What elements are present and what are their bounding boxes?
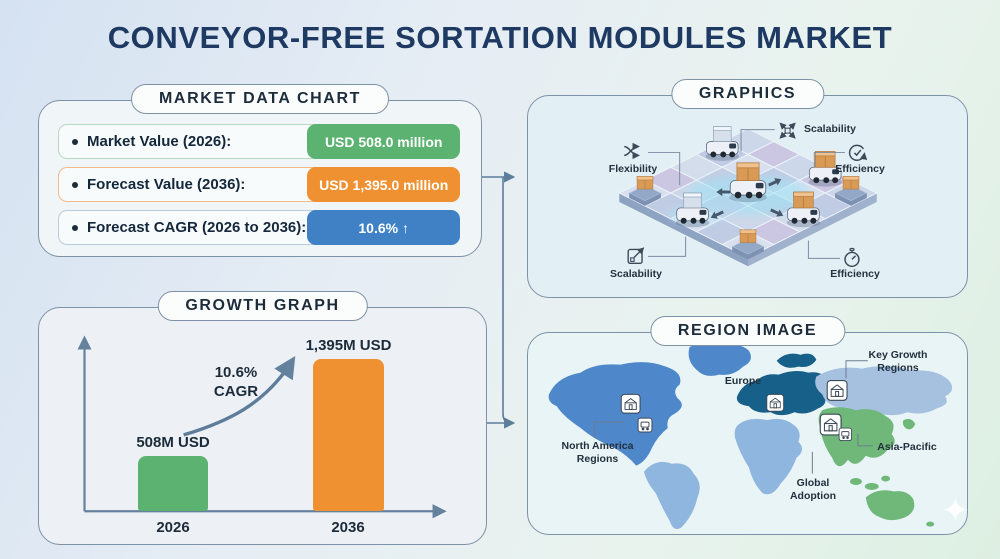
stopwatch-icon [844,247,860,268]
circular-arrow-icon [848,144,868,161]
platform-left-side [619,193,748,267]
bullet-icon [72,181,78,188]
market-value-badge: USD 508.0 million [307,123,461,160]
bar-2026 [138,456,208,511]
x-tick-2036: 2036 [331,519,365,536]
europe-label: Europe [724,375,762,387]
forklift-icon-asia [838,427,853,441]
map-greenland [688,343,751,376]
forecast-cagr-badge: 10.6% ↑ [307,209,461,246]
shuffle-arrows-icon [624,142,640,160]
market-data-panel-title: MARKET DATA CHART [131,84,389,114]
bar-value-label-2026: 508M USD [136,434,210,451]
x-tick-2026: 2026 [156,519,190,536]
bar-value-label-2036: 1,395M USD [305,337,392,354]
map-north-america [548,362,682,466]
callout-lines [647,129,846,259]
robot-cart-icon-north-america [637,417,653,433]
flow-arrows [710,178,784,219]
market-value-label: Market Value (2026): [87,133,232,150]
page-title: CONVEYOR-FREE SORTATION MODULES MARKET [107,20,893,55]
bar-group-2036: 1,395M USD [306,337,391,511]
callout-efficiency-right: Efficiency [835,163,885,175]
sortation-grid-illustration [618,122,878,268]
growth-graph-panel-title: GROWTH GRAPH [157,291,368,321]
map-island [881,475,891,482]
graphics-panel-title: GRAPHICS [670,79,825,109]
region-image-panel: REGION IMAGE [527,316,968,535]
callout-scalability-bottom: Scalability [610,268,662,280]
map-island [849,478,862,485]
map-europe [736,371,831,416]
world-map [548,343,953,530]
map-russia [815,366,953,416]
global-adoption-label: Global Adoption [789,477,837,503]
callout-scalability-top: Scalability [804,123,856,135]
asia-pacific-label: Asia-Pacific [877,441,937,453]
forecast-value-row: Forecast Value (2036): USD 1,395.0 milli… [58,166,461,203]
growth-graph-panel: GROWTH GRAPH 508M USD 1,395M USD [38,291,487,545]
region-image-panel-title: REGION IMAGE [649,316,846,346]
map-south-america [644,461,700,530]
cagr-growth-arrow [183,356,296,437]
callout-flexibility: Flexibility [608,163,658,175]
bullet-icon [72,224,78,231]
map-scandinavia [776,353,817,368]
map-callout-lines [594,360,873,474]
forecast-cagr-label: Forecast CAGR (2026 to 2036): [87,219,307,236]
sortation-robot [704,126,740,162]
bullet-icon [72,138,78,145]
map-new-zealand [926,521,935,527]
forecast-value-label: Forecast Value (2036): [87,176,246,193]
expand-arrows-icon [779,122,796,139]
warehouse-icon-europe [766,393,785,412]
warehouse-icon-russia [826,379,848,401]
market-data-panel: MARKET DATA CHART Market Value (2026): U… [38,84,482,257]
bar-group-2026: 508M USD [136,434,210,511]
box-expand-icon [627,247,645,265]
key-growth-regions-label: Key Growth Regions [868,349,928,375]
map-japan [902,418,916,430]
market-data-rows: Market Value (2026): USD 508.0 million F… [58,123,461,246]
growth-chart-axes [77,335,447,519]
callout-efficiency-bottom: Efficiency [830,268,880,280]
bar-2036 [313,359,384,511]
warehouse-icon-asia [819,413,842,436]
map-australia [865,490,915,521]
market-value-row: Market Value (2026): USD 508.0 million [58,123,461,160]
north-america-regions-label: North America Regions [561,440,634,466]
warehouse-icon-north-america [620,393,641,414]
graphics-panel: GRAPHICS [527,79,968,298]
cagr-annotation: 10.6% CAGR [213,364,259,400]
sparkle-watermark-icon: ✦ [941,492,970,530]
map-island [864,483,879,490]
forecast-value-badge: USD 1,395.0 million [307,166,461,203]
map-africa [734,418,803,495]
platform-right-side [747,193,877,267]
forecast-cagr-row: Forecast CAGR (2026 to 2036): 10.6% ↑ [58,209,461,246]
